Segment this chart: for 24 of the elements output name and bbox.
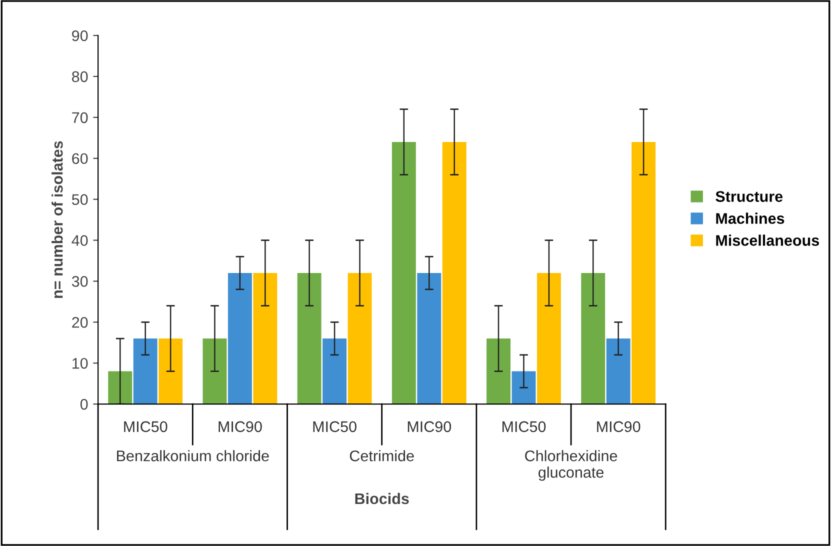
x-tick-label: MIC50 [502, 421, 546, 432]
text: Cetrimide [350, 450, 414, 462]
y-tick-label: 10 [72, 358, 88, 369]
x-tick-label: MIC90 [218, 421, 262, 432]
y-tick-label: 30 [72, 276, 88, 287]
y-tick-label: 60 [72, 153, 88, 164]
y-tick-label: 90 [72, 30, 88, 42]
legend-label: Miscellaneous [716, 234, 819, 246]
legend-label: Structure [716, 191, 783, 202]
x-axis-title: Biocids [355, 492, 409, 504]
x-tick-label: MIC90 [597, 421, 640, 432]
legend-label: Machines [716, 212, 784, 224]
y-tick-label: 0 [80, 398, 88, 410]
x-tick-label: MIC50 [124, 421, 168, 432]
y-tick-label: 80 [72, 71, 88, 82]
y-axis-title: n= number of isolates [52, 141, 63, 298]
y-tick-label: 50 [72, 194, 88, 205]
y-tick-label: 20 [72, 317, 88, 328]
x-tick-label: MIC50 [313, 421, 356, 432]
y-tick-label: 40 [72, 235, 88, 246]
x-tick-label: MIC90 [408, 421, 452, 432]
text: Benzalkonium chloride [117, 450, 269, 462]
y-tick-label: 70 [72, 112, 88, 124]
text: Chlorhexidine gluconate [525, 450, 618, 481]
